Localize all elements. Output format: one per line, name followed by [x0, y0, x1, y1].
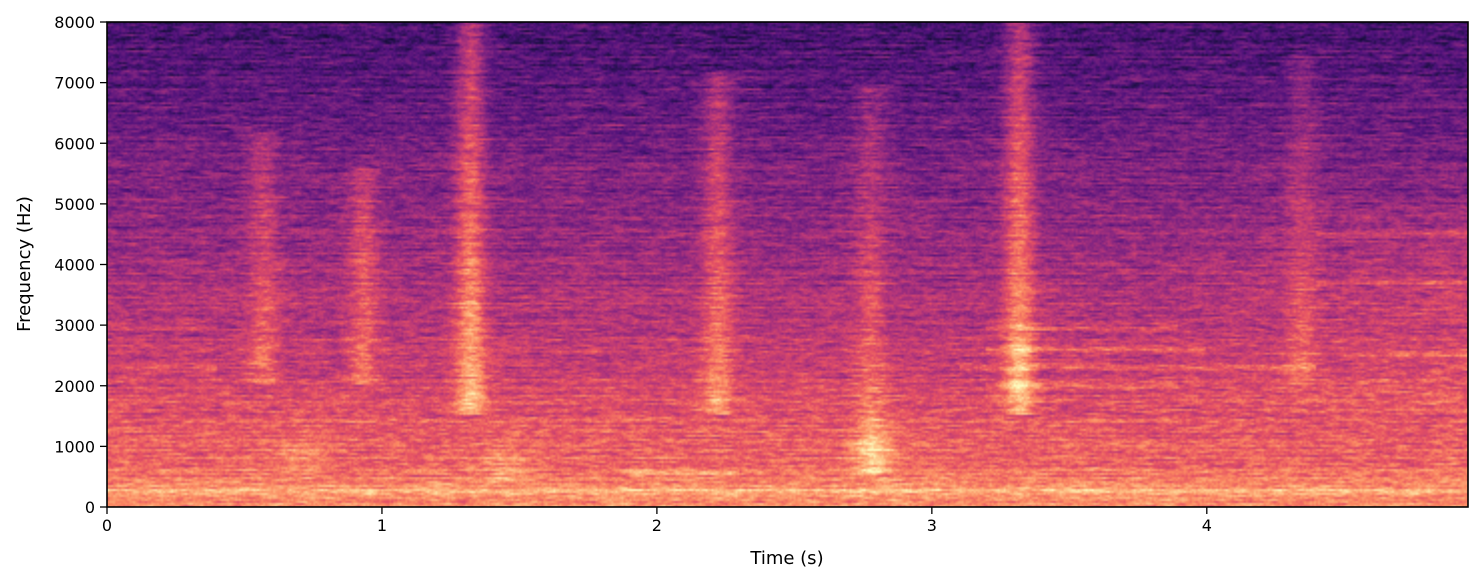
- x-tick-label: 2: [652, 516, 662, 535]
- x-tick-label: 1: [377, 516, 387, 535]
- y-axis: 0 1000 2000 3000 4000 5000 6000 7000 8000: [54, 13, 107, 517]
- y-tick-label: 5000: [54, 195, 95, 214]
- x-axis-label: Time (s): [749, 548, 823, 569]
- plot-border: [106, 21, 1469, 508]
- x-axis: 0 1 2 3 4: [102, 507, 1212, 535]
- y-axis-label: Frequency (Hz): [14, 196, 35, 332]
- y-tick-label: 3000: [54, 316, 95, 335]
- y-tick-label: 0: [85, 498, 95, 517]
- y-tick-label: 2000: [54, 377, 95, 396]
- x-tick-label: 4: [1202, 516, 1212, 535]
- x-tick-label: 0: [102, 516, 112, 535]
- y-tick-label: 7000: [54, 74, 95, 93]
- y-tick-label: 1000: [54, 437, 95, 456]
- x-tick-label: 3: [927, 516, 937, 535]
- y-tick-label: 4000: [54, 256, 95, 275]
- spectrogram-heatmap: [107, 22, 1468, 507]
- y-tick-label: 8000: [54, 13, 95, 32]
- y-tick-label: 6000: [54, 134, 95, 153]
